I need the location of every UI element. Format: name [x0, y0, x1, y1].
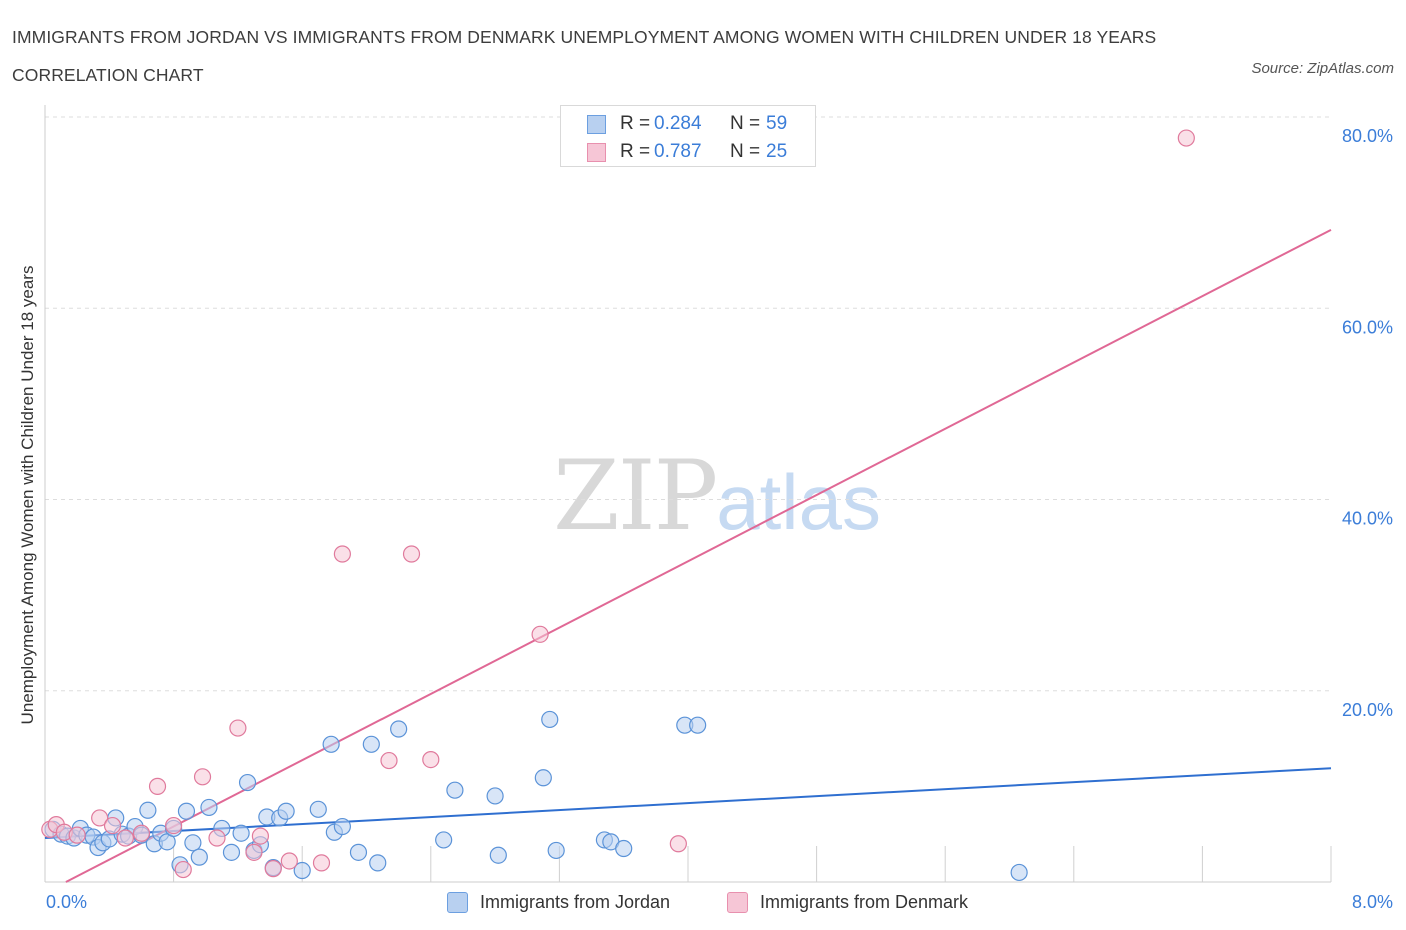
point-denmark [165, 816, 183, 835]
series-label-denmark: Immigrants from Denmark [760, 891, 969, 912]
point-jordan [322, 735, 340, 753]
series-swatch-jordan [447, 891, 468, 913]
x-tick-label: 0.0% [46, 892, 87, 912]
x-tick-label: 8.0% [1352, 892, 1393, 912]
legend-swatch-jordan [587, 114, 606, 134]
point-jordan [689, 716, 707, 734]
point-jordan [200, 798, 218, 817]
point-denmark [312, 854, 331, 872]
point-denmark [380, 751, 398, 770]
point-denmark [531, 625, 549, 643]
point-jordan [362, 735, 380, 753]
point-jordan [309, 800, 327, 818]
legend-r-value: 0.787 [654, 141, 702, 162]
watermark-zip: ZIP [553, 440, 718, 552]
point-jordan [293, 861, 311, 880]
point-denmark [229, 719, 247, 737]
y-axis-label: Unemployment Among Women with Children U… [18, 266, 37, 725]
point-jordan [177, 802, 196, 820]
point-jordan [349, 843, 368, 861]
correlation-legend: R = 0.284 N = 59 R = 0.787 N = 25 [560, 105, 816, 167]
point-jordan [232, 824, 250, 842]
chart-source: Source: ZipAtlas.com [1251, 60, 1394, 77]
y-tick-label: 60.0% [1342, 317, 1393, 337]
point-jordan [390, 720, 408, 738]
point-jordan [489, 846, 507, 864]
watermark: ZIPatlas [553, 440, 881, 552]
point-jordan [277, 802, 295, 820]
watermark-atlas: atlas [716, 458, 881, 546]
trend-line-jordan [44, 767, 1332, 840]
series-legend-jordan[interactable]: Immigrants from Jordan [447, 889, 670, 915]
point-denmark [103, 816, 122, 835]
point-denmark [91, 809, 109, 827]
point-jordan [547, 841, 565, 860]
series-legend-denmark[interactable]: Immigrants from Denmark [727, 889, 968, 915]
legend-r-label: R = [620, 113, 651, 134]
axes [44, 105, 1332, 883]
y-tick-label: 40.0% [1342, 509, 1393, 529]
y-tick-label: 80.0% [1342, 126, 1393, 146]
point-denmark [148, 777, 167, 795]
point-denmark [68, 826, 86, 844]
grid-lines [45, 116, 1331, 692]
point-jordan [1010, 863, 1028, 882]
point-jordan [139, 801, 157, 819]
legend-r-label: R = [620, 141, 651, 162]
point-denmark [333, 545, 351, 563]
tick-labels: 20.0% 40.0% 60.0% 80.0% 0.0% 8.0% [46, 126, 1393, 912]
legend-r-value: 0.284 [654, 113, 702, 134]
point-jordan [184, 834, 202, 852]
point-denmark [174, 860, 192, 879]
point-jordan [435, 831, 453, 849]
point-denmark [251, 827, 270, 845]
legend-n-value: 59 [766, 113, 788, 134]
point-denmark [193, 768, 212, 786]
point-denmark [208, 829, 226, 847]
point-denmark [669, 835, 687, 853]
trend-line-denmark [65, 228, 1332, 883]
legend-n-value: 25 [766, 141, 788, 162]
legend-swatch-denmark [587, 142, 606, 162]
data-points [41, 129, 1195, 882]
point-denmark [402, 545, 421, 563]
legend-n-label: N = [730, 113, 761, 134]
point-denmark [132, 824, 151, 842]
point-jordan [534, 769, 552, 787]
point-jordan [222, 843, 241, 861]
point-jordan [446, 781, 464, 799]
trend-lines [44, 228, 1332, 883]
legend-row-jordan: R = 0.284 N = 59 [587, 110, 787, 138]
series-swatch-denmark [727, 891, 748, 913]
point-jordan [238, 773, 257, 792]
legend-n-label: N = [730, 141, 761, 162]
point-denmark [422, 750, 440, 769]
y-tick-label: 20.0% [1342, 700, 1393, 720]
point-jordan [190, 848, 208, 866]
point-denmark [116, 829, 134, 847]
point-jordan [369, 854, 387, 872]
point-denmark [264, 860, 282, 878]
point-denmark [245, 843, 263, 861]
point-jordan [615, 839, 633, 858]
chart-title: IMMIGRANTS FROM JORDAN VS IMMIGRANTS FRO… [12, 27, 1157, 85]
series-label-jordan: Immigrants from Jordan [480, 891, 671, 912]
point-denmark [280, 852, 298, 870]
point-jordan [541, 710, 559, 729]
point-denmark [1177, 129, 1195, 147]
point-jordan [486, 787, 504, 805]
point-jordan [333, 817, 351, 836]
legend-row-denmark: R = 0.787 N = 25 [587, 138, 787, 166]
